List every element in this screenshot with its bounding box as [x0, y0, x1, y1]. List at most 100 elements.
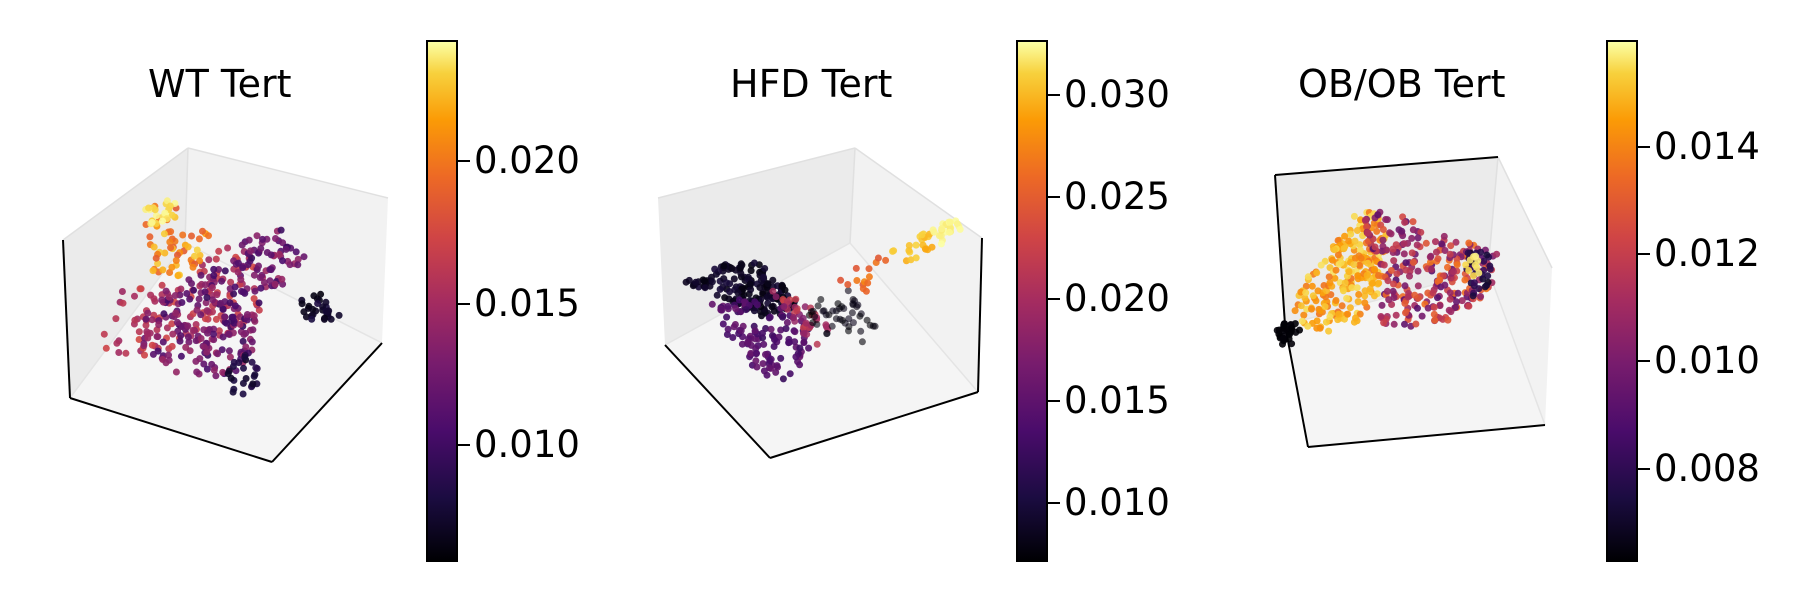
scatter-point [1313, 324, 1321, 332]
scatter-point [266, 277, 274, 285]
scatter-point [1464, 249, 1472, 257]
scatter-point [189, 326, 197, 334]
scatter-point [1351, 237, 1359, 245]
scatter-point [777, 354, 785, 362]
scatter-point [728, 265, 736, 272]
scatter-point [1343, 294, 1351, 302]
scatter-point [1313, 269, 1321, 277]
scatter-point [844, 287, 852, 295]
scatter-point [279, 257, 286, 265]
scatter-point [796, 344, 804, 352]
scatter-point [229, 388, 237, 396]
scatter-point [844, 281, 852, 288]
scatter-point [277, 226, 285, 234]
scatter-point [195, 235, 203, 243]
scatter-point [1481, 283, 1489, 291]
colorbar-tick-label: 0.010 [1064, 481, 1170, 524]
scatter-point [193, 246, 201, 254]
scatter-point [152, 254, 160, 262]
scatter-point [160, 230, 168, 238]
scatter-point [257, 245, 265, 252]
scatter-point [1400, 250, 1408, 258]
scatter-point [1383, 216, 1391, 224]
scatter-point [945, 228, 953, 236]
scatter-point [792, 353, 800, 361]
scatter-point [817, 296, 825, 303]
scatter-point [218, 346, 226, 354]
scatter-point [218, 277, 226, 285]
scatter-point [765, 314, 773, 322]
scatter-point [1297, 302, 1305, 310]
scatter-point [742, 306, 750, 314]
scatter-point [1414, 234, 1422, 242]
scatter-point [1361, 287, 1369, 295]
scatter-point [1390, 294, 1398, 302]
scatter-point [193, 368, 201, 376]
scatter-point [1411, 291, 1419, 299]
scatter-point [953, 220, 961, 228]
scatter-point [168, 320, 176, 328]
scatter-point [320, 315, 328, 323]
scatter-point [179, 231, 187, 239]
scatter-point [930, 228, 938, 236]
scatter-point [864, 279, 872, 287]
scatter-point [1409, 218, 1417, 226]
scatter-point [191, 252, 198, 260]
scatter-point [1302, 289, 1310, 297]
scatter-point [203, 348, 211, 356]
scatter-point [249, 326, 257, 334]
scatter-point [144, 309, 152, 317]
scatter-point [1452, 238, 1460, 246]
scatter-point [766, 357, 774, 364]
scatter-point [225, 330, 233, 338]
scatter-point [746, 280, 754, 288]
scatter-point [1380, 319, 1388, 327]
scatter-point [1309, 292, 1317, 300]
scatter-point [1447, 308, 1455, 316]
scatter-point [158, 296, 166, 304]
scatter-point [1291, 307, 1299, 315]
scatter-point [836, 315, 844, 323]
scatter-point [122, 349, 130, 357]
scatter-point [744, 273, 752, 281]
scatter-point [251, 287, 259, 295]
scatter-point [1422, 239, 1430, 247]
scatter-point [862, 287, 870, 295]
scatter-point [242, 343, 250, 351]
scatter-point [1450, 268, 1457, 275]
scatter-point [1398, 227, 1406, 235]
scatter-point [223, 319, 230, 327]
scatter-point [1345, 237, 1353, 245]
scatter-point [692, 278, 700, 286]
scatter-point [1438, 240, 1446, 248]
scatter-point [837, 276, 845, 284]
scatter-point [853, 277, 861, 284]
scatter-point [825, 311, 833, 319]
scatter-point [158, 281, 166, 289]
scatter-point [737, 308, 745, 316]
scatter-point [1326, 279, 1334, 287]
scatter-point [250, 312, 258, 320]
scatter-point [205, 232, 212, 240]
scatter-point [188, 280, 195, 287]
scatter-points [1273, 208, 1501, 348]
scatter-point [148, 341, 156, 349]
scatter-point [1427, 252, 1435, 260]
scatter-point [131, 292, 138, 300]
scatter-point [1356, 241, 1364, 249]
scatter-point [148, 316, 156, 324]
scatter-point [1301, 294, 1309, 302]
scatter-point [184, 333, 192, 341]
scatter-point [309, 305, 317, 313]
scatter-point [1406, 272, 1413, 280]
scatter-point [210, 336, 218, 344]
colorbar-tick-label: 0.015 [1064, 379, 1170, 422]
scatter-point [1454, 289, 1462, 297]
scatter-point [828, 322, 836, 330]
scatter-point [720, 262, 728, 270]
scatter-point [294, 261, 302, 269]
scatter-point [1302, 282, 1310, 290]
scatter-point [1486, 265, 1494, 273]
scatter-point [178, 323, 186, 331]
scatter-point [1328, 256, 1336, 264]
